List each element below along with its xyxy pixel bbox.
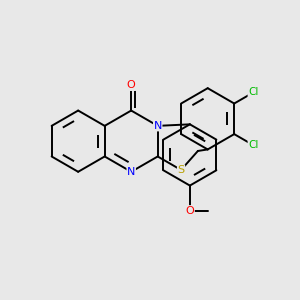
Text: N: N [154,121,162,131]
Text: O: O [185,206,194,216]
Text: S: S [178,165,184,175]
Text: Cl: Cl [248,140,259,150]
Text: O: O [127,80,136,90]
Text: Cl: Cl [248,88,259,98]
Text: N: N [127,167,135,177]
